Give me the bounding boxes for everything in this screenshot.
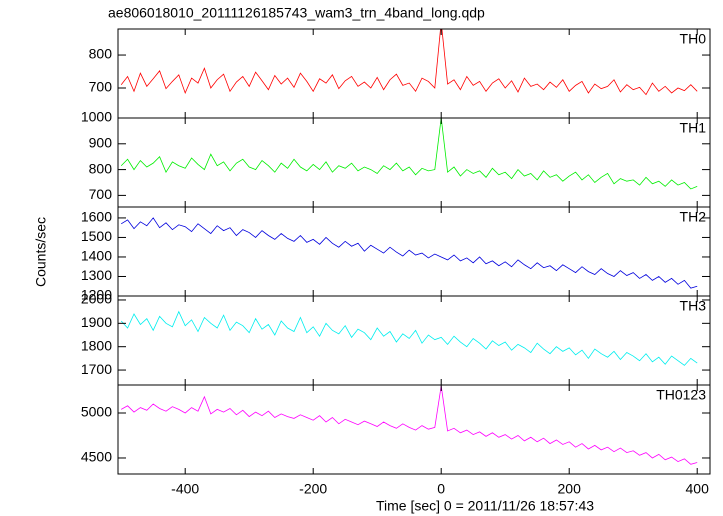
y-tick-label: 5000	[81, 404, 112, 420]
series-line	[120, 29, 698, 96]
panel-frame	[117, 117, 711, 208]
chart-title: ae806018010_20111126185743_wam3_trn_4ban…	[108, 5, 485, 21]
panel-frame	[117, 295, 711, 386]
y-tick-label: 4500	[81, 449, 112, 465]
y-tick-label: 900	[89, 135, 113, 151]
y-tick-label: 1000	[81, 109, 112, 125]
x-tick-label: -400	[171, 481, 199, 497]
series-line	[120, 310, 698, 366]
panel-frame	[117, 206, 711, 297]
y-axis-label: Counts/sec	[33, 217, 49, 287]
series-line	[120, 217, 698, 289]
y-tick-label: 1500	[81, 228, 112, 244]
panel-frame	[117, 384, 711, 475]
y-tick-label: 1700	[81, 361, 112, 377]
y-tick-label: 1200	[81, 287, 112, 303]
x-axis-label: Time [sec] 0 = 2011/11/26 18:57:43	[376, 498, 594, 514]
panel-label: TH0123	[656, 387, 706, 403]
y-tick-label: 800	[89, 160, 113, 176]
y-tick-label: 2000	[81, 291, 112, 307]
x-tick-label: -200	[299, 481, 327, 497]
panel-label: TH1	[680, 120, 707, 136]
y-tick-label: 1600	[81, 209, 112, 225]
y-tick-label: 1300	[81, 267, 112, 283]
y-tick-label: 1400	[81, 248, 112, 264]
panel-label: TH0	[680, 31, 707, 47]
x-tick-label: 0	[437, 481, 445, 497]
x-tick-label: 200	[558, 481, 582, 497]
y-tick-label: 700	[89, 186, 113, 202]
panel-label: TH3	[680, 298, 707, 314]
x-tick-label: 400	[686, 481, 710, 497]
panel-frame	[117, 28, 711, 119]
y-tick-label: 1900	[81, 314, 112, 330]
y-tick-label: 800	[89, 46, 113, 62]
y-tick-label: 1800	[81, 337, 112, 353]
panel-label: TH2	[680, 209, 707, 225]
y-tick-label: 700	[89, 79, 113, 95]
series-line	[121, 385, 698, 465]
series-line	[120, 118, 698, 190]
